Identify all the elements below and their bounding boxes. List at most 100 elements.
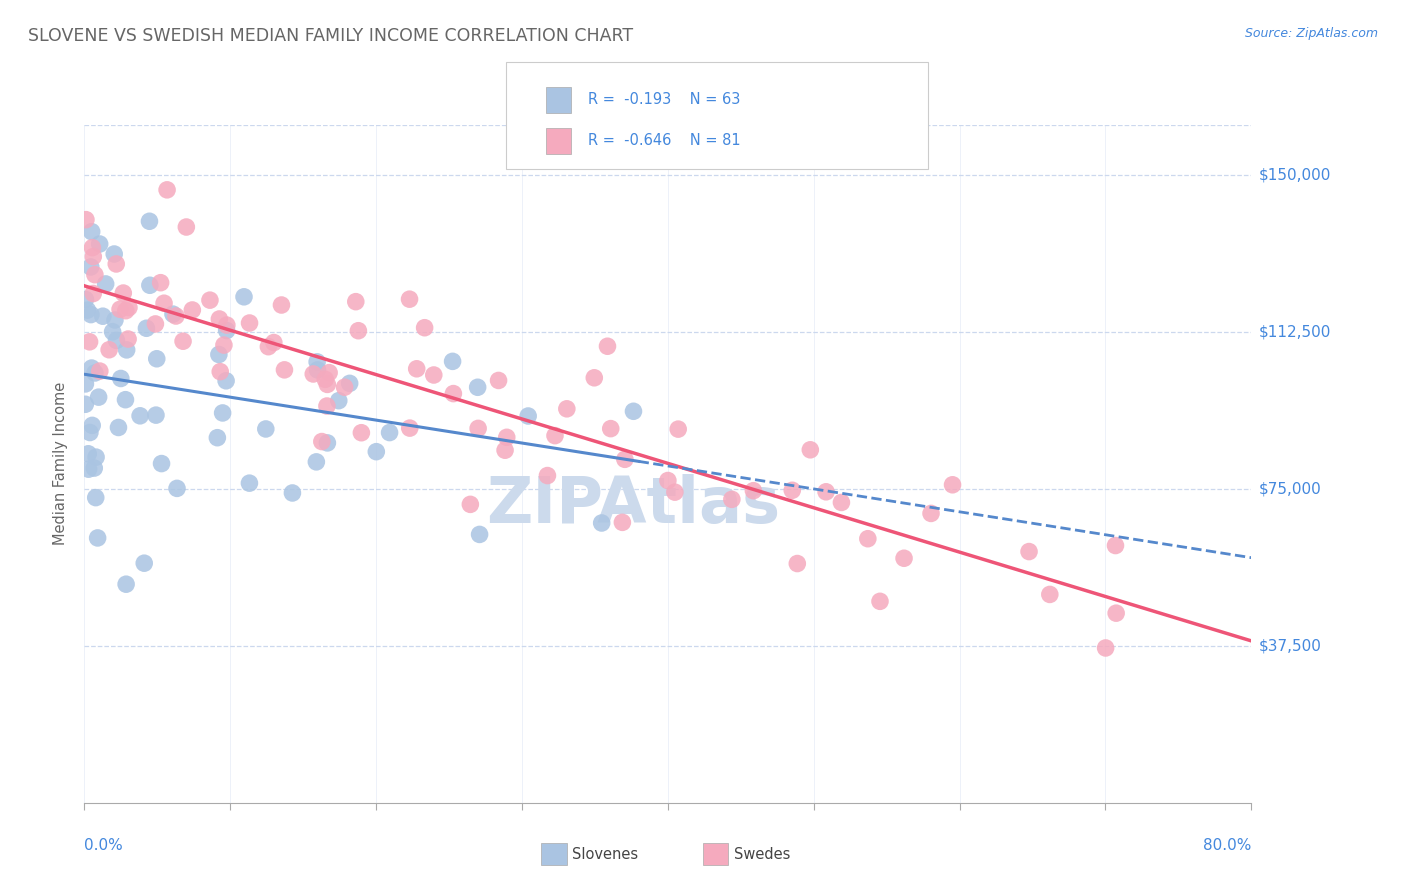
- Point: [339, 376, 361, 391]
- Point: [467, 421, 489, 435]
- Point: [742, 483, 765, 498]
- Point: [207, 431, 229, 445]
- Point: [91, 309, 114, 323]
- Point: [596, 339, 619, 353]
- Point: [413, 320, 436, 334]
- Point: [145, 351, 167, 366]
- Point: [139, 278, 162, 293]
- Point: [208, 347, 231, 361]
- Point: [83, 461, 105, 475]
- Point: [114, 303, 136, 318]
- Point: [166, 482, 188, 496]
- Point: [209, 365, 232, 379]
- Point: [780, 483, 803, 498]
- Point: [583, 371, 606, 385]
- Point: [318, 366, 340, 380]
- Point: [211, 406, 233, 420]
- Point: [1105, 606, 1128, 620]
- Point: [104, 313, 127, 327]
- Point: [599, 422, 621, 436]
- Point: [84, 450, 107, 464]
- Point: [98, 343, 121, 357]
- Point: [398, 292, 420, 306]
- Point: [80, 361, 103, 376]
- Point: [105, 257, 128, 271]
- Point: [77, 447, 100, 461]
- Point: [87, 390, 110, 404]
- Point: [101, 325, 124, 339]
- Point: [423, 368, 446, 382]
- Point: [920, 507, 942, 521]
- Text: Source: ZipAtlas.com: Source: ZipAtlas.com: [1244, 27, 1378, 40]
- Point: [591, 516, 613, 530]
- Point: [517, 409, 540, 423]
- Point: [115, 343, 138, 357]
- Text: $37,500: $37,500: [1258, 639, 1322, 653]
- Point: [82, 250, 104, 264]
- Text: $75,000: $75,000: [1258, 482, 1322, 497]
- Point: [316, 399, 339, 413]
- Point: [441, 354, 464, 368]
- Point: [80, 260, 103, 274]
- Point: [1018, 544, 1040, 558]
- Point: [86, 531, 108, 545]
- Point: [89, 364, 111, 378]
- Point: [494, 443, 516, 458]
- Point: [378, 425, 401, 440]
- Point: [347, 324, 370, 338]
- Point: [233, 290, 256, 304]
- Text: R =  -0.646    N = 81: R = -0.646 N = 81: [588, 134, 741, 148]
- Point: [118, 301, 141, 315]
- Point: [108, 302, 131, 317]
- Point: [328, 393, 350, 408]
- Text: R =  -0.193    N = 63: R = -0.193 N = 63: [588, 93, 740, 107]
- Point: [1039, 587, 1062, 601]
- Point: [117, 332, 139, 346]
- Point: [815, 484, 838, 499]
- Point: [156, 183, 179, 197]
- Point: [263, 335, 285, 350]
- Point: [302, 367, 325, 381]
- Point: [212, 338, 235, 352]
- Point: [75, 397, 97, 411]
- Point: [89, 237, 111, 252]
- Point: [316, 377, 339, 392]
- Point: [441, 386, 464, 401]
- Point: [79, 425, 101, 440]
- Point: [366, 444, 388, 458]
- Text: SLOVENE VS SWEDISH MEDIAN FAMILY INCOME CORRELATION CHART: SLOVENE VS SWEDISH MEDIAN FAMILY INCOME …: [28, 27, 633, 45]
- Point: [165, 309, 187, 323]
- Point: [238, 476, 260, 491]
- Point: [398, 421, 420, 435]
- Point: [80, 225, 103, 239]
- Point: [94, 277, 117, 291]
- Point: [1094, 640, 1116, 655]
- Point: [307, 355, 329, 369]
- Point: [208, 312, 231, 326]
- Point: [112, 286, 135, 301]
- Point: [172, 334, 194, 349]
- Point: [162, 307, 184, 321]
- Point: [405, 361, 427, 376]
- Text: $150,000: $150,000: [1258, 168, 1330, 183]
- Point: [153, 296, 176, 310]
- Point: [721, 492, 744, 507]
- Point: [238, 316, 260, 330]
- Text: Slovenes: Slovenes: [572, 847, 638, 862]
- Point: [84, 268, 107, 282]
- Point: [84, 491, 107, 505]
- Point: [105, 334, 128, 348]
- Point: [254, 422, 277, 436]
- Point: [666, 422, 689, 436]
- Point: [110, 371, 132, 385]
- Text: 80.0%: 80.0%: [1204, 838, 1251, 854]
- Point: [257, 340, 280, 354]
- Point: [623, 404, 645, 418]
- Point: [198, 293, 221, 307]
- Point: [82, 286, 104, 301]
- Point: [488, 374, 510, 388]
- Point: [333, 380, 356, 394]
- Point: [84, 366, 107, 380]
- Point: [107, 420, 129, 434]
- Point: [869, 594, 891, 608]
